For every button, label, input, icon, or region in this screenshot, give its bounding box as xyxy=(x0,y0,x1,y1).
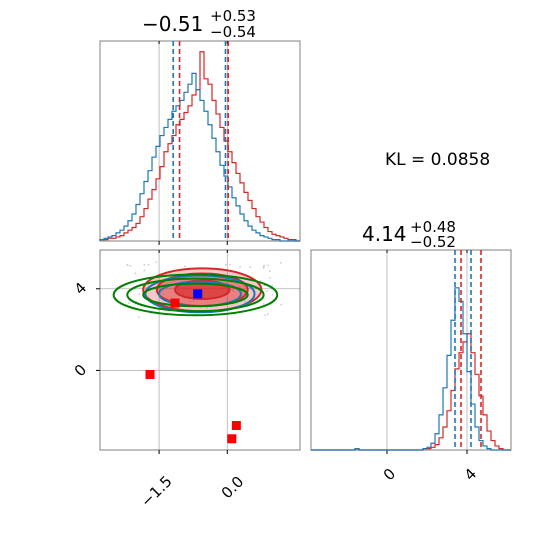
ytick-label-joint-0: 4 xyxy=(71,279,90,298)
joint-sample-point-28 xyxy=(189,300,191,303)
joint-sample-point-19 xyxy=(271,284,274,287)
joint-sample-point-14 xyxy=(267,264,270,267)
joint-sample-point-47 xyxy=(147,263,150,266)
xtick-label-marginal-2-1: 4 xyxy=(461,465,480,484)
marker-square-4 xyxy=(227,434,237,444)
joint-sample-point-32 xyxy=(266,290,269,293)
joint-sample-point-69 xyxy=(143,263,146,266)
xtick-label-joint-0: −1.5 xyxy=(137,472,175,510)
joint-sample-point-4 xyxy=(243,285,245,288)
joint-sample-point-18 xyxy=(192,299,195,302)
joint-sample-point-61 xyxy=(129,265,132,267)
joint-sample-point-12 xyxy=(269,277,271,279)
title-param-2-plus: +0.48 xyxy=(410,218,456,236)
joint-sample-point-2 xyxy=(239,286,241,288)
marker-square-2 xyxy=(145,369,155,379)
histogram-marginal-1-series-0 xyxy=(99,51,300,242)
contour-2-level-0 xyxy=(112,273,279,317)
frame-joint xyxy=(99,249,301,451)
joint-sample-point-9 xyxy=(232,289,234,292)
joint-sample-point-60 xyxy=(224,263,227,266)
kl-divergence-label: KL = 0.0858 xyxy=(385,150,490,170)
joint-sample-point-20 xyxy=(239,266,241,269)
joint-sample-point-57 xyxy=(184,265,186,268)
ytick-label-joint-1: 0 xyxy=(71,361,90,380)
joint-sample-point-44 xyxy=(280,303,283,306)
frame-marginal-1 xyxy=(99,40,301,242)
title-param-1-plus: +0.53 xyxy=(210,7,256,25)
xtick-label-marginal-2-0: 0 xyxy=(380,465,399,484)
title-param-2-value: 4.14 xyxy=(362,222,407,246)
joint-sample-point-41 xyxy=(143,269,146,272)
histogram-marginal-2-series-0 xyxy=(311,333,511,451)
marker-square-3 xyxy=(231,421,241,431)
joint-sample-point-40 xyxy=(249,266,251,269)
contour-2-level-2 xyxy=(142,282,249,308)
title-param-1-minus: −0.54 xyxy=(210,23,256,41)
joint-sample-point-62 xyxy=(155,261,158,263)
xtick-label-joint-1: 0.0 xyxy=(218,473,248,503)
joint-sample-point-66 xyxy=(134,272,137,275)
joint-sample-point-10 xyxy=(268,270,271,273)
title-param-2: 4.14 +0.48 −0.52 xyxy=(362,218,456,251)
joint-sample-point-49 xyxy=(263,264,265,267)
title-param-1-value: −0.51 xyxy=(142,12,203,36)
histogram-marginal-1-series-1 xyxy=(99,72,300,242)
joint-sample-point-36 xyxy=(271,293,274,296)
joint-sample-point-24 xyxy=(266,313,269,316)
histogram-marginal-2-series-1 xyxy=(311,287,511,451)
joint-sample-point-51 xyxy=(127,302,130,305)
chart-marks xyxy=(99,41,511,451)
joint-sample-point-71 xyxy=(264,314,267,317)
joint-sample-point-27 xyxy=(205,306,208,309)
contour-2-level-1 xyxy=(126,277,265,313)
marker-square-1 xyxy=(170,298,180,308)
joint-sample-point-42 xyxy=(138,293,141,296)
title-param-2-minus: −0.52 xyxy=(410,233,456,251)
joint-sample-point-56 xyxy=(262,303,265,305)
title-param-1: −0.51 +0.53 −0.54 xyxy=(142,7,256,41)
joint-sample-point-59 xyxy=(126,264,129,267)
joint-sample-point-26 xyxy=(229,263,231,266)
joint-sample-point-73 xyxy=(279,261,282,264)
marker-square-0 xyxy=(193,289,203,299)
joint-sample-point-72 xyxy=(262,267,265,270)
joint-sample-point-50 xyxy=(244,300,246,303)
joint-sample-point-52 xyxy=(138,316,140,319)
joint-sample-point-77 xyxy=(162,293,165,296)
